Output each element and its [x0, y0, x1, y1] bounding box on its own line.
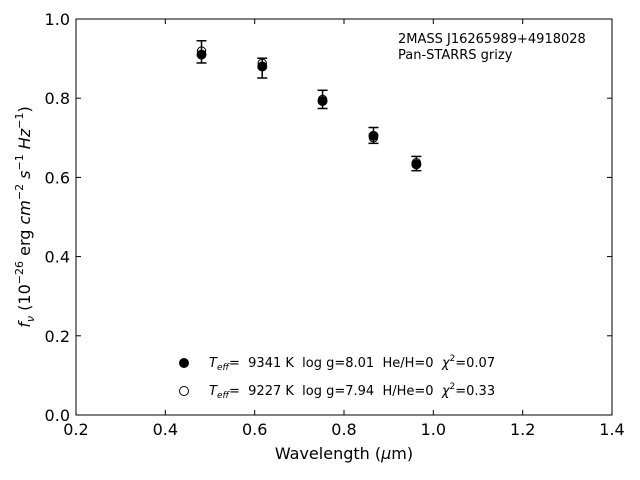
data-point-filled [196, 49, 207, 60]
y-tick-label: 0.2 [45, 327, 70, 346]
error-bars [196, 40, 422, 172]
x-axis-title: Wavelength (μm) [275, 444, 413, 463]
x-ticks: 0.2 0.4 0.6 0.8 1.0 1.2 1.4 [63, 19, 625, 439]
x-tick-label: 1.2 [510, 420, 535, 439]
data-point-filled [317, 95, 328, 106]
data-point-open [196, 46, 207, 56]
legend-entry-2: Teff= 9227 K log g=7.94 H/He=0 χ2=0.33 [209, 382, 495, 401]
y-axis-title: fν (10−26 erg cm−2 s−1 Hz−1) [13, 106, 37, 327]
legend-entry-1: Teff= 9341 K log g=8.01 He/H=0 χ2=0.07 [209, 354, 495, 373]
data-point-open [411, 158, 422, 168]
legend: Teff= 9341 K log g=8.01 He/H=0 χ2=0.07 T… [179, 354, 495, 401]
x-tick-label: 0.2 [63, 420, 88, 439]
x-tick-label: 0.6 [242, 420, 267, 439]
y-tick-label: 0.4 [45, 248, 70, 267]
data-point-open [257, 58, 267, 69]
data-point-open [368, 133, 379, 143]
data-point-filled [411, 159, 422, 170]
y-tick-label: 0.8 [45, 89, 70, 108]
markers [196, 46, 422, 170]
data-point-filled [257, 61, 268, 72]
y-ticks: 0.0 0.2 0.4 0.6 0.8 1.0 [45, 10, 612, 425]
x-tick-label: 1.0 [421, 420, 446, 439]
data-point-filled [368, 130, 379, 141]
x-tick-label: 1.4 [599, 420, 624, 439]
y-tick-label: 1.0 [45, 10, 70, 29]
x-tick-label: 0.8 [331, 420, 356, 439]
y-tick-label: 0.0 [45, 406, 70, 425]
x-tick-label: 0.4 [153, 420, 178, 439]
legend-marker-open [179, 386, 189, 396]
y-tick-label: 0.6 [45, 168, 70, 187]
legend-marker-filled [179, 358, 189, 368]
annotation-object-name: 2MASS J16265989+4918028 [398, 32, 586, 47]
data-point-open [317, 94, 328, 105]
annotation-survey: Pan-STARRS grizy [398, 48, 513, 63]
